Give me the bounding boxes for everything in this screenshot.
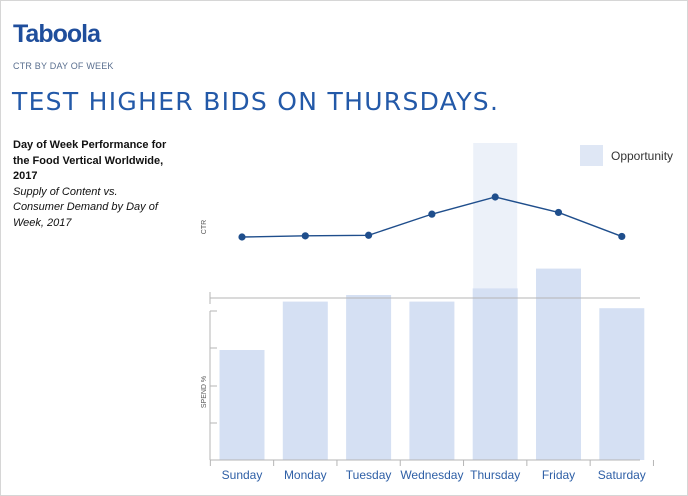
legend-swatch-opportunity <box>580 145 603 166</box>
ctr-point-saturday <box>618 232 626 241</box>
headline: TEST HIGHER BIDS ON THURSDAYS. <box>12 87 500 116</box>
bar-y-axis-label: SPEND % <box>201 376 208 408</box>
ctr-point-monday <box>301 232 309 240</box>
bar-sunday <box>219 350 265 460</box>
taboola-logo: Taboola <box>13 20 101 48</box>
bar-saturday <box>599 308 645 460</box>
x-tick-label-saturday: Saturday <box>598 468 646 482</box>
x-tick-label-monday: Monday <box>284 468 327 482</box>
ctr-point-wednesday <box>428 210 436 218</box>
ctr-point-friday <box>554 208 563 217</box>
x-tick-label-sunday: Sunday <box>222 468 263 482</box>
x-tick-label-tuesday: Tuesday <box>346 468 392 482</box>
line-y-axis-label: CTR <box>201 220 208 234</box>
chart-subtitle: CTR BY DAY OF WEEK <box>13 61 114 71</box>
description-title: Day of Week Performance for the Food Ver… <box>13 139 167 182</box>
x-tick-label-wednesday: Wednesday <box>400 468 463 482</box>
legend-label-opportunity: Opportunity <box>611 149 673 163</box>
bar-wednesday <box>409 301 455 460</box>
bar-friday <box>536 268 581 460</box>
ctr-point-thursday <box>491 193 499 201</box>
bar-thursday <box>472 288 518 460</box>
bar-tuesday <box>346 295 392 460</box>
chart-description: Day of Week Performance for the Food Ver… <box>13 138 168 231</box>
bar-monday <box>282 301 328 460</box>
ctr-point-tuesday <box>365 231 373 239</box>
x-tick-label-thursday: Thursday <box>470 468 520 482</box>
ctr-point-sunday <box>238 233 246 241</box>
x-tick-label-friday: Friday <box>542 468 575 482</box>
description-subtitle: Supply of Content vs. Consumer Demand by… <box>13 185 158 229</box>
